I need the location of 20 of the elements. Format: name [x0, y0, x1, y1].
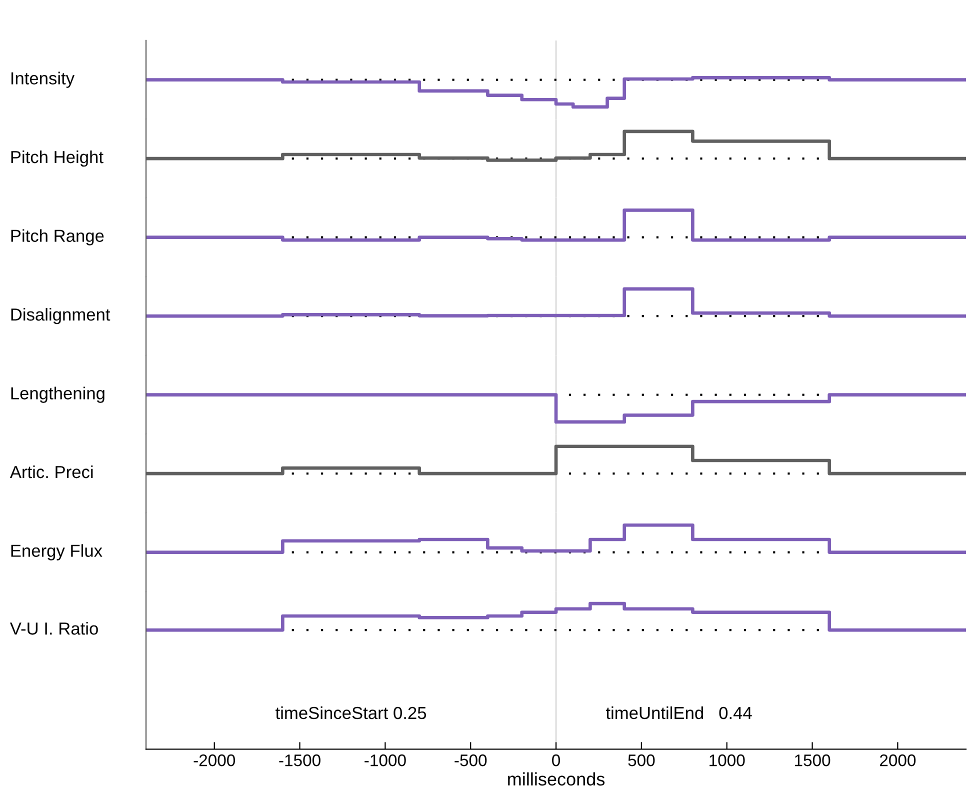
y-axis-title: Lengthening	[11, 386, 104, 403]
x-axis-title: milliseconds	[508, 772, 605, 786]
x-tick-label: 500	[628, 754, 655, 766]
x-tick-label: 2000	[880, 754, 916, 766]
y-axis-title: Pitch Range	[11, 229, 104, 246]
y-axis-title: V-U I. Ratio	[10, 622, 98, 635]
text: timeUntilEnd 0.44	[606, 706, 752, 720]
x-tick-label: -1500	[279, 754, 320, 766]
y-axis-title: Intensity	[12, 72, 75, 88]
y-axis-title: Artic. Preci	[10, 465, 93, 478]
x-tick-label: -1000	[364, 754, 406, 766]
y-axis-title: Pitch Height	[11, 150, 104, 167]
y-axis-title: Disalignment	[11, 308, 110, 324]
x-tick-label: -2000	[194, 754, 236, 766]
x-tick-label: 1000	[710, 754, 745, 766]
x-tick-label: -500	[454, 754, 487, 766]
x-tick-label: 1500	[795, 754, 830, 766]
y-axis-title: Energy Flux	[11, 544, 102, 560]
text: timeSinceStart 0.25	[276, 706, 426, 720]
x-tick-label: 0	[552, 754, 560, 766]
